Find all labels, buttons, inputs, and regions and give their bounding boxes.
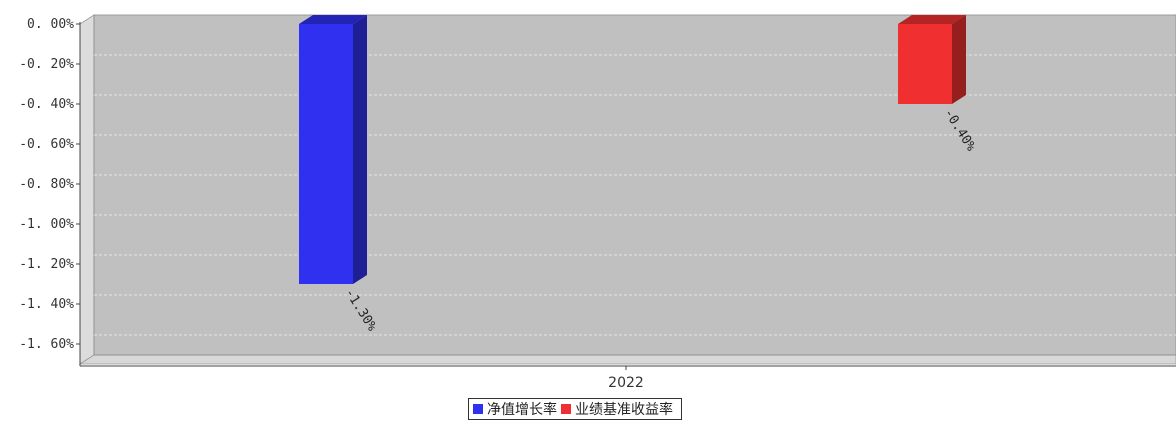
legend: 净值增长率 业绩基准收益率 — [468, 398, 682, 420]
bar-top — [898, 15, 966, 24]
legend-item-nav-growth: 净值增长率 — [473, 399, 557, 419]
gridlines — [94, 54, 1176, 336]
plot-area — [78, 14, 1176, 365]
y-tick-label: -0. 20% — [19, 57, 74, 72]
side-wall — [79, 14, 95, 365]
bar-front — [299, 24, 353, 284]
legend-swatch-blue — [473, 404, 483, 414]
bar-front — [898, 24, 952, 104]
legend-item-benchmark: 业绩基准收益率 — [561, 399, 673, 419]
back-wall-border — [93, 14, 1176, 356]
bar-top — [299, 15, 367, 24]
y-tick-label: -1. 00% — [19, 217, 74, 232]
bar-side — [952, 15, 966, 104]
y-tick-label: 0. 00% — [27, 17, 74, 32]
y-axis: 0. 00% -0. 20% -0. 40% -0. 60% -0. 80% -1. 00… — [19, 17, 1176, 370]
y-tick-label: -0. 80% — [19, 177, 74, 192]
legend-swatch-red — [561, 404, 571, 414]
x-tick-label: 2022 — [608, 375, 644, 391]
legend-label: 净值增长率 — [487, 402, 557, 418]
y-tick-label: -1. 20% — [19, 257, 74, 272]
y-tick-label: -0. 40% — [19, 97, 74, 112]
y-tick-label: -0. 60% — [19, 137, 74, 152]
floor — [78, 354, 1176, 365]
y-tick-label: -1. 60% — [19, 337, 74, 352]
y-tick-label: -1. 40% — [19, 297, 74, 312]
legend-label: 业绩基准收益率 — [575, 402, 673, 418]
bar-side — [353, 15, 367, 284]
bars — [299, 15, 966, 284]
back-wall — [94, 15, 1176, 355]
